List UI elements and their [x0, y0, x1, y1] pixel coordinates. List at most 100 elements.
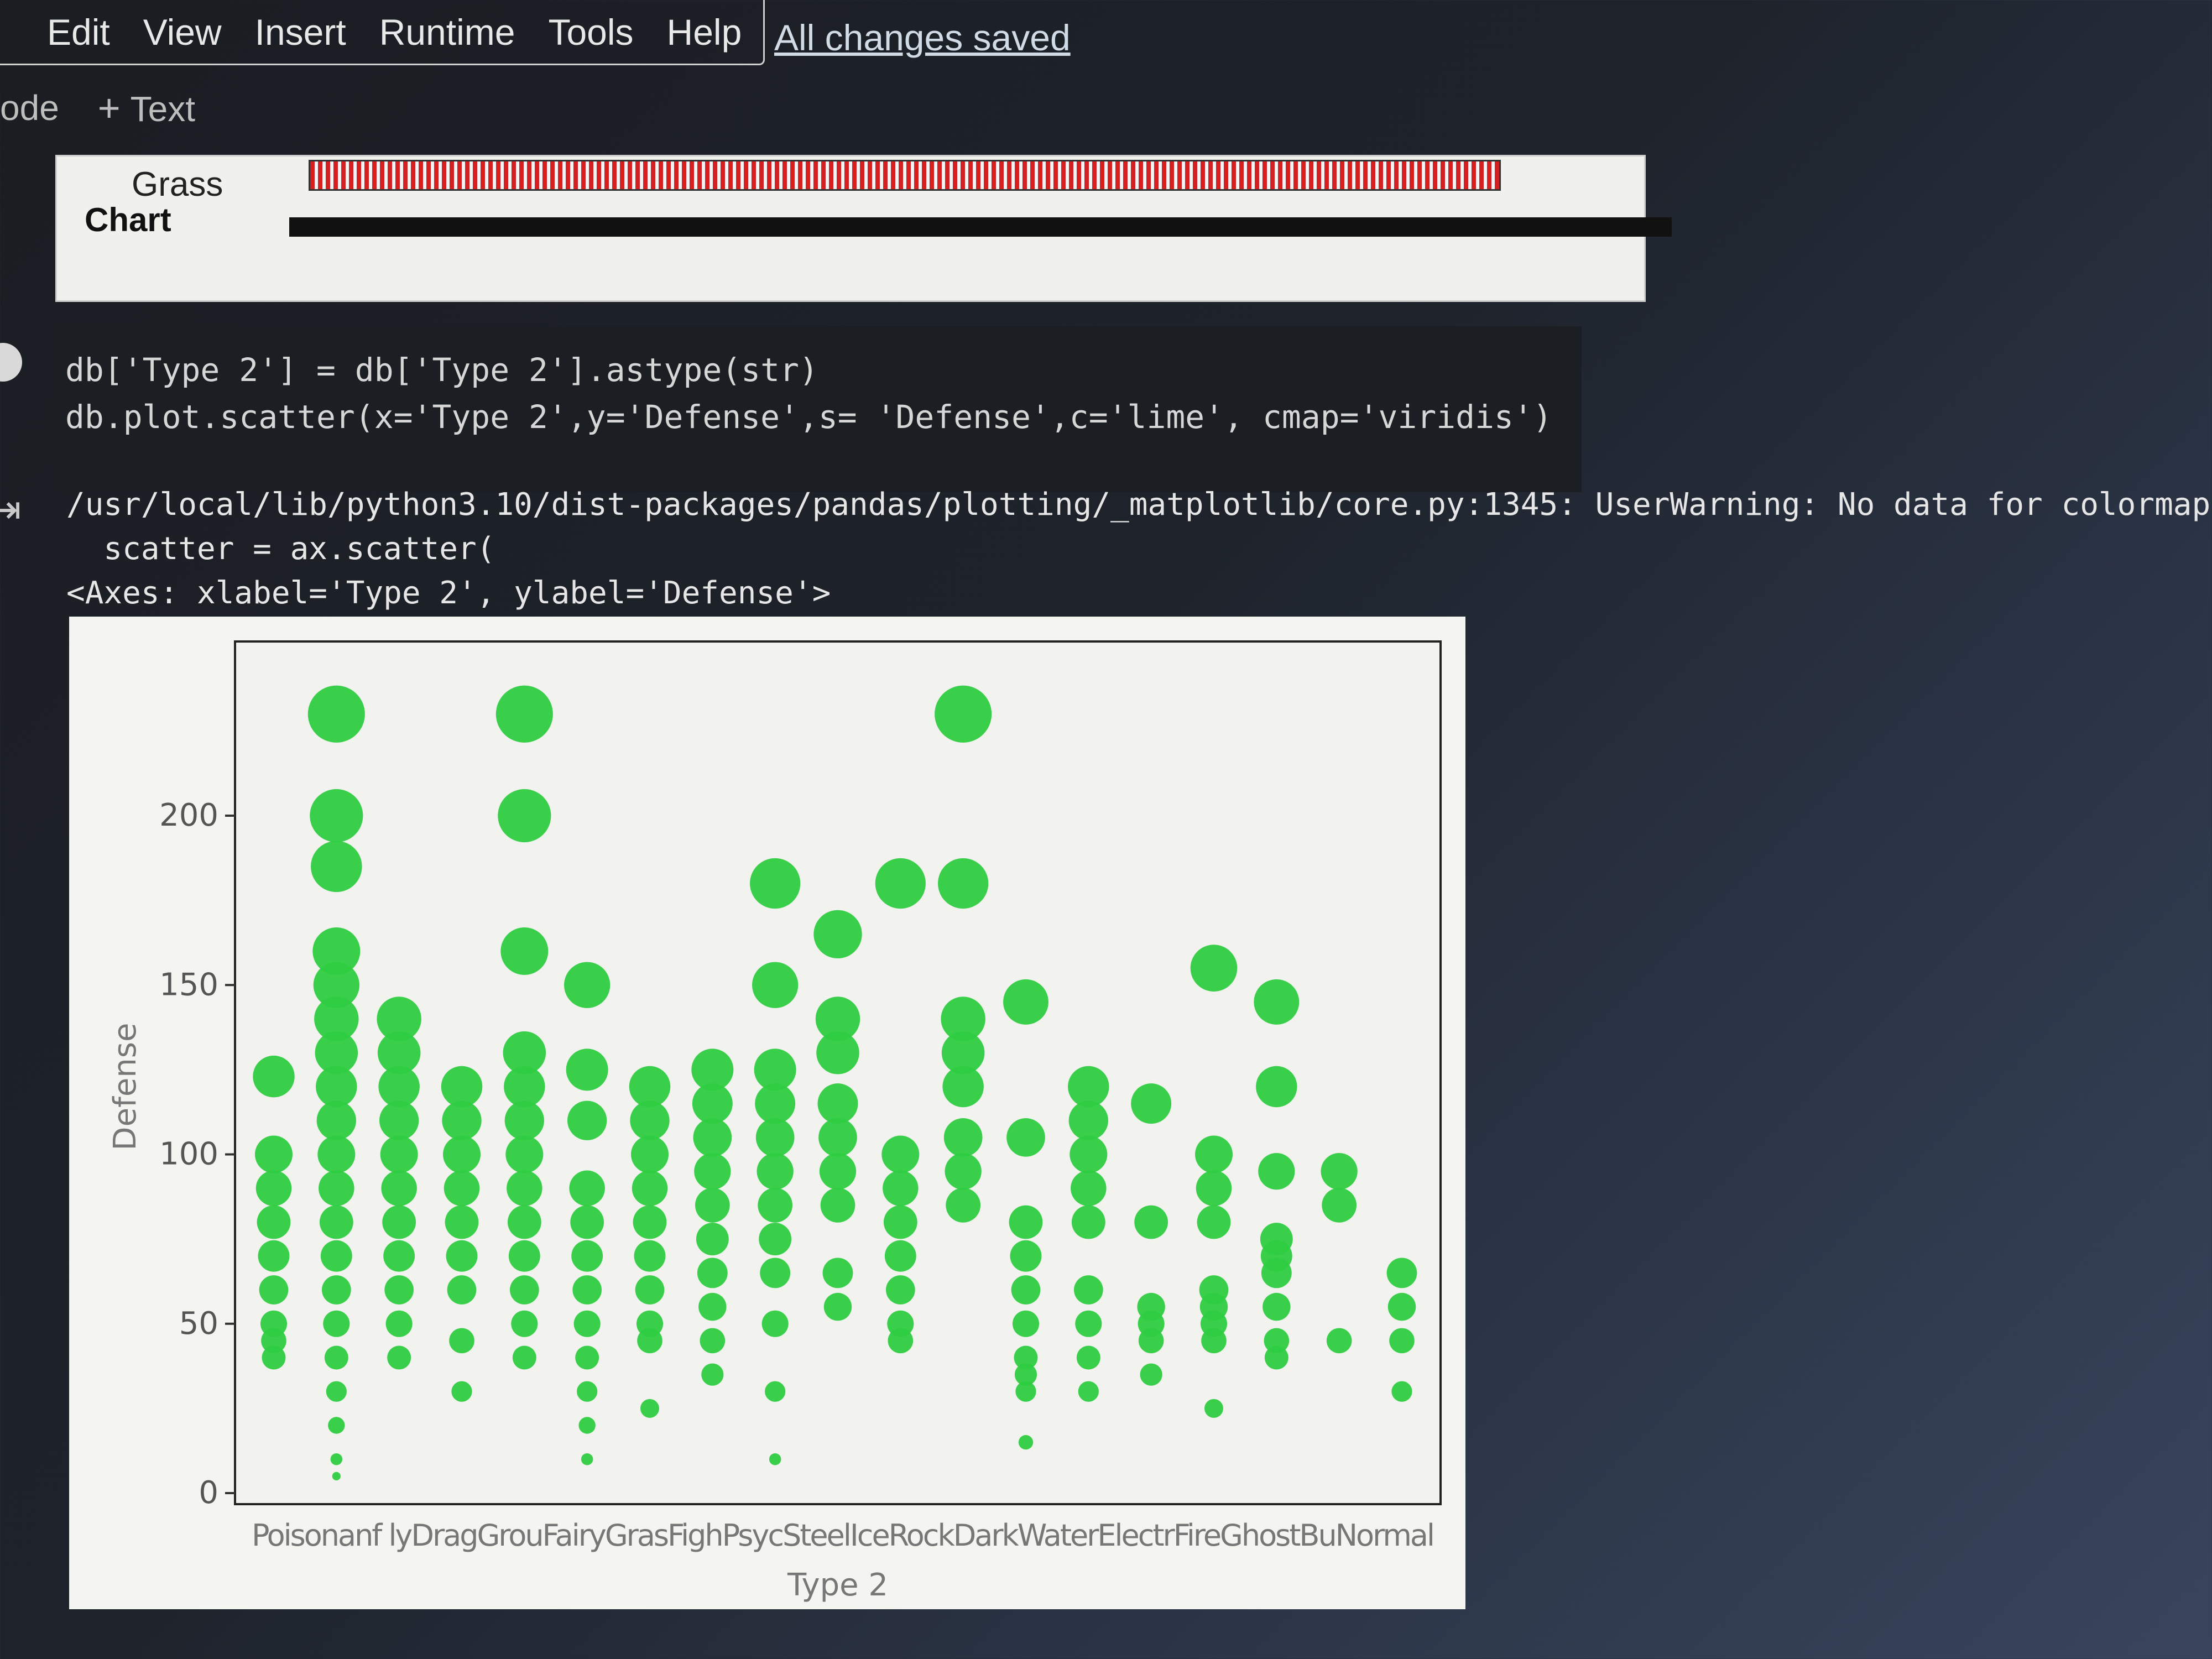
scatter-point — [384, 1275, 414, 1305]
scatter-point — [816, 1031, 859, 1074]
scatter-point — [567, 1100, 607, 1140]
scatter-point — [815, 997, 860, 1041]
scatter-point — [640, 1399, 659, 1418]
scatter-point — [311, 841, 362, 893]
scatter-point — [382, 1205, 416, 1239]
scatter-point — [575, 1345, 599, 1370]
scatter-point — [378, 1066, 420, 1108]
y-tick-label: 200 — [159, 797, 218, 833]
scatter-point — [935, 685, 992, 743]
scatter-point — [445, 1205, 479, 1239]
menu-view[interactable]: View — [143, 11, 222, 53]
code-line-2: db.plot.scatter(x='Type 2',y='Defense',s… — [65, 398, 1552, 436]
output-toggle-icon[interactable]: ⇥ — [0, 488, 22, 531]
scatter-point — [938, 858, 989, 909]
scatter-point — [1261, 1258, 1292, 1288]
scatter-point — [320, 1240, 352, 1272]
scatter-point — [509, 1275, 539, 1305]
scatter-point — [884, 1240, 916, 1272]
scatter-point — [564, 962, 611, 1008]
scatter-point — [1387, 1292, 1416, 1321]
scatter-point — [755, 1083, 796, 1124]
scatter-point — [258, 1240, 290, 1272]
axes-repr-text: <Axes: xlabel='Type 2', ylabel='Defense'… — [66, 575, 831, 611]
add-code-button[interactable]: ode — [0, 88, 59, 128]
run-cell-icon[interactable] — [0, 343, 22, 382]
scatter-point — [697, 1258, 728, 1288]
scatter-point — [443, 1135, 481, 1173]
scatter-point — [1190, 945, 1238, 992]
save-status-link[interactable]: All changes saved — [774, 17, 1071, 58]
scatter-point — [1140, 1363, 1162, 1386]
bar-label: Grass — [132, 165, 223, 204]
scatter-point — [942, 1066, 984, 1108]
scatter-point — [312, 927, 361, 975]
warning-text: /usr/local/lib/python3.10/dist-packages/… — [66, 487, 2212, 523]
scatter-point — [377, 997, 421, 1041]
scatter-point — [1204, 1399, 1223, 1418]
scatter-point — [321, 1275, 351, 1305]
scatter-point — [1134, 1205, 1168, 1239]
scatter-point — [1321, 1152, 1358, 1190]
scatter-point — [261, 1328, 286, 1354]
scatter-point — [572, 1275, 602, 1305]
scatter-point — [255, 1135, 293, 1173]
scatter-point — [754, 1048, 796, 1091]
scatter-point — [1018, 1434, 1034, 1450]
y-tick-label: 150 — [159, 967, 218, 1003]
scatter-point — [698, 1292, 727, 1321]
scatter-point — [694, 1152, 731, 1190]
scatter-point — [696, 1223, 729, 1256]
scatter-point — [498, 789, 551, 843]
scatter-point — [1011, 1275, 1041, 1305]
scatter-point — [573, 1310, 601, 1337]
scatter-point — [449, 1328, 474, 1354]
scatter-point — [507, 1170, 542, 1207]
scatter-point — [1003, 979, 1048, 1025]
scatter-point — [760, 1258, 791, 1288]
scatter-point — [885, 1275, 915, 1305]
add-text-button[interactable]: + Text — [98, 86, 195, 130]
output-strip — [289, 217, 1672, 237]
menu-runtime[interactable]: Runtime — [379, 11, 515, 53]
scatter-point — [823, 1292, 852, 1321]
scatter-point — [319, 1170, 354, 1207]
menu-edit[interactable]: Edit — [47, 11, 110, 53]
scatter-point — [383, 1240, 415, 1272]
scatter-point — [1015, 1381, 1036, 1402]
code-cell[interactable]: db['Type 2'] = db['Type 2'].astype(str) … — [55, 326, 1582, 492]
scatter-point — [495, 685, 553, 743]
scatter-point — [1201, 1328, 1227, 1354]
warning-text-line-2: scatter = ax.scatter( — [66, 531, 495, 567]
scatter-point — [752, 962, 799, 1008]
x-tick-labels: Poisonanf lyDragGrouFairyGrasFighPsycSte… — [252, 1518, 1435, 1553]
menu-insert[interactable]: Insert — [254, 11, 346, 53]
scatter-point — [1326, 1328, 1352, 1354]
scatter-point — [332, 1472, 341, 1480]
scatter-point — [507, 1205, 541, 1239]
menu-tools[interactable]: Tools — [548, 11, 634, 53]
scatter-point — [1014, 1345, 1038, 1370]
scatter-point — [255, 1170, 292, 1207]
scatter-point — [1073, 1275, 1103, 1305]
scatter-point — [1264, 1328, 1290, 1354]
scatter-point — [385, 1310, 413, 1337]
scatter-point — [822, 1258, 853, 1288]
notebook-toolbar: ode + Text — [0, 83, 195, 133]
scatter-point — [691, 1048, 734, 1091]
scatter-point — [635, 1275, 665, 1305]
scatter-point — [1068, 1066, 1109, 1108]
y-tick-label: 100 — [159, 1136, 218, 1172]
scatter-point — [634, 1240, 666, 1272]
code-line-1: db['Type 2'] = db['Type 2'].astype(str) — [65, 351, 818, 389]
scatter-point — [1138, 1328, 1164, 1354]
scatter-point — [1197, 1205, 1231, 1239]
scatter-point — [701, 1363, 724, 1386]
scatter-point — [315, 1031, 358, 1074]
scatter-point — [380, 1135, 418, 1173]
scatter-point — [881, 1135, 920, 1173]
scatter-point — [446, 1240, 478, 1272]
menu-help[interactable]: Help — [666, 11, 742, 53]
scatter-point — [317, 1135, 356, 1173]
scatter-point — [1196, 1170, 1232, 1207]
